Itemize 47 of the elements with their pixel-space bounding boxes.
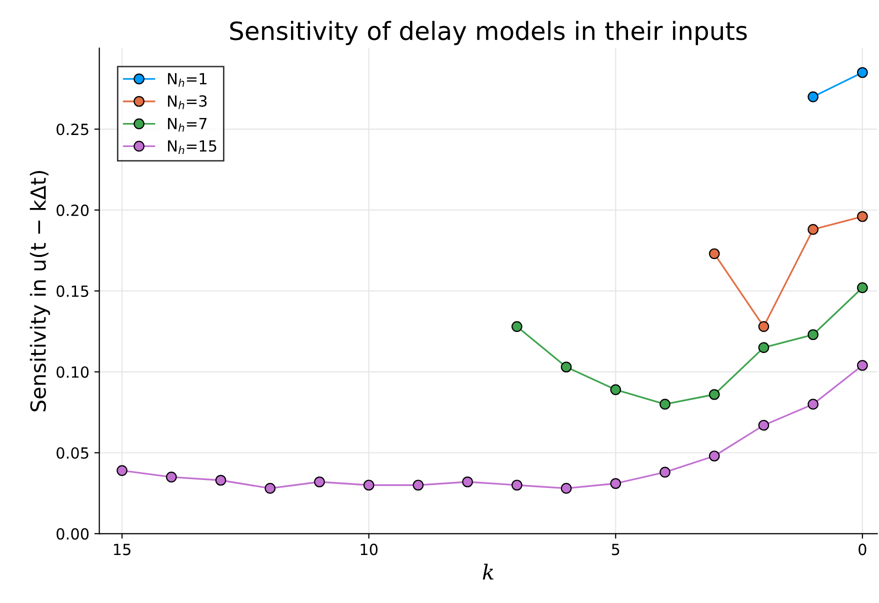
point bbox=[808, 91, 818, 102]
point bbox=[412, 480, 424, 491]
point bbox=[660, 398, 670, 410]
y-tick-label: 0.15 bbox=[56, 285, 88, 297]
point bbox=[314, 476, 325, 488]
chart-title: Sensitivity of delay models in their inputs bbox=[230, 20, 747, 46]
legend-label: N$_{h}$=3 bbox=[168, 95, 207, 110]
point bbox=[166, 472, 177, 482]
legend-label: N$_{h}$=7 bbox=[168, 118, 207, 132]
x-tick-label: 10 bbox=[360, 544, 378, 556]
point bbox=[462, 476, 473, 488]
x-tick-label: 15 bbox=[114, 544, 130, 556]
x-tick-label: 0 bbox=[858, 544, 866, 556]
point bbox=[708, 248, 720, 260]
point bbox=[560, 362, 572, 372]
x-tick-label: 5 bbox=[612, 544, 620, 556]
point bbox=[708, 389, 720, 400]
point bbox=[116, 465, 128, 476]
legend-label: N$_{h}$=1 bbox=[168, 73, 206, 87]
point bbox=[808, 398, 818, 410]
point bbox=[758, 420, 770, 431]
y-tick-label: 0.05 bbox=[56, 447, 88, 459]
y-tick-label: 0.20 bbox=[56, 204, 89, 216]
point bbox=[511, 480, 522, 491]
point bbox=[610, 384, 622, 396]
point bbox=[610, 478, 622, 489]
y-tick-label: 0.25 bbox=[56, 124, 88, 136]
point bbox=[808, 329, 818, 340]
point bbox=[660, 466, 670, 478]
point bbox=[857, 282, 868, 294]
point bbox=[511, 321, 522, 332]
point bbox=[857, 211, 868, 222]
point bbox=[758, 321, 770, 332]
point bbox=[857, 360, 868, 371]
x-axis-title: k bbox=[482, 564, 494, 580]
y-tick-label: 0.10 bbox=[56, 366, 89, 378]
point bbox=[264, 482, 276, 494]
point bbox=[215, 474, 226, 486]
point bbox=[363, 480, 374, 491]
point bbox=[758, 342, 770, 353]
y-axis-title: Sensitivity in u(t − kΔt) bbox=[30, 170, 50, 412]
point bbox=[560, 482, 572, 494]
y-tick-label: 0.00 bbox=[56, 528, 89, 540]
point bbox=[708, 450, 720, 462]
legend-label: N$_{h}$=15 bbox=[168, 140, 216, 154]
point bbox=[857, 67, 868, 78]
point bbox=[808, 224, 818, 235]
